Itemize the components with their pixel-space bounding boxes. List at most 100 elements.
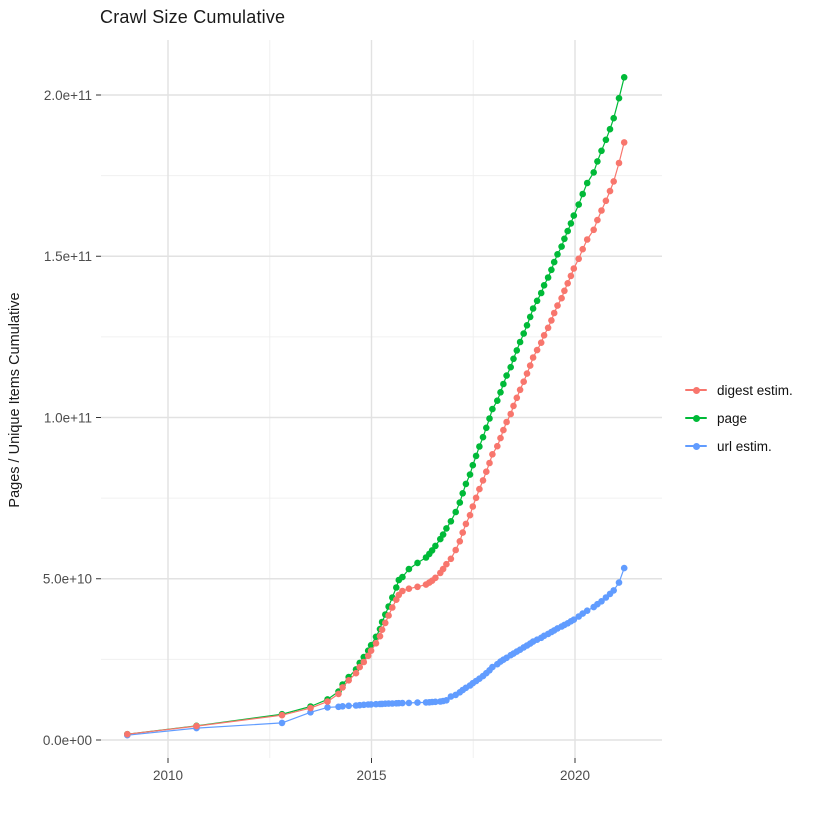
series-point-page bbox=[520, 330, 527, 337]
series-point-digest bbox=[124, 730, 131, 738]
series-point-url bbox=[345, 702, 353, 710]
series-point-digest bbox=[606, 187, 614, 195]
series-point-page bbox=[497, 389, 504, 396]
series-point-digest bbox=[339, 684, 346, 691]
series-point-page bbox=[513, 347, 521, 354]
y-axis-tick-label: 0.0e+00 bbox=[43, 733, 92, 748]
series-point-digest bbox=[307, 704, 314, 712]
series-point-digest bbox=[443, 560, 450, 568]
series-point-digest bbox=[554, 302, 561, 309]
series-point-page bbox=[533, 297, 541, 305]
series-point-page bbox=[523, 322, 531, 329]
series-point-page bbox=[486, 415, 493, 422]
series-point-digest bbox=[602, 197, 610, 205]
series-point-digest bbox=[558, 294, 565, 302]
series-point-page bbox=[469, 461, 477, 469]
series-point-digest bbox=[590, 226, 597, 234]
legend-item: digest estim. bbox=[684, 380, 793, 400]
series-point-url bbox=[414, 699, 421, 706]
series-point-digest bbox=[456, 538, 464, 545]
series-point-page bbox=[579, 190, 586, 198]
series-point-digest bbox=[516, 386, 524, 394]
series-point-page bbox=[526, 313, 534, 321]
series-point-digest bbox=[489, 451, 496, 458]
series-point-url bbox=[443, 697, 450, 704]
series-point-page bbox=[443, 525, 450, 532]
series-point-digest bbox=[389, 604, 396, 611]
series-point-digest bbox=[278, 711, 286, 719]
legend-item-label: page bbox=[717, 410, 748, 426]
series-point-digest bbox=[352, 669, 360, 677]
series-point-page bbox=[476, 443, 483, 450]
series-point-digest bbox=[503, 418, 510, 426]
series-point-digest bbox=[193, 722, 200, 730]
x-axis-tick-label: 2015 bbox=[356, 768, 386, 783]
series-point-digest bbox=[570, 265, 578, 272]
series-point-digest bbox=[469, 503, 477, 510]
series-point-digest bbox=[500, 426, 507, 434]
series-point-digest bbox=[459, 529, 467, 536]
series-point-digest bbox=[533, 346, 541, 354]
legend-key-icon bbox=[684, 439, 708, 453]
series-point-digest bbox=[575, 255, 582, 263]
series-point-digest bbox=[439, 565, 447, 573]
series-point-page bbox=[590, 169, 597, 176]
series-point-page bbox=[554, 251, 561, 258]
series-point-page bbox=[558, 243, 565, 250]
series-point-digest bbox=[550, 309, 558, 317]
series-point-digest bbox=[583, 236, 591, 243]
series-point-page bbox=[598, 147, 605, 155]
series-point-url bbox=[324, 704, 331, 711]
series-point-digest bbox=[385, 612, 392, 619]
series-point-digest bbox=[356, 663, 364, 671]
series-point-page bbox=[610, 114, 617, 122]
series-point-page bbox=[414, 559, 421, 567]
series-point-page bbox=[540, 282, 548, 289]
series-point-digest bbox=[548, 317, 555, 324]
series-point-digest bbox=[483, 468, 490, 476]
series-point-digest bbox=[537, 339, 545, 347]
series-point-page bbox=[432, 542, 439, 550]
legend-key-dot bbox=[692, 414, 700, 422]
y-axis-tick-label: 1.5e+11 bbox=[44, 249, 92, 264]
legend-key-icon bbox=[684, 411, 708, 425]
series-point-digest bbox=[452, 546, 460, 554]
series-point-digest bbox=[520, 378, 527, 386]
series-point-page bbox=[507, 363, 514, 371]
legend-key-dot bbox=[692, 442, 700, 450]
series-point-page bbox=[550, 258, 558, 266]
series-point-page bbox=[548, 266, 555, 274]
series-point-url bbox=[432, 698, 439, 706]
series-point-digest bbox=[345, 677, 353, 684]
series-point-url bbox=[278, 719, 286, 727]
series-point-digest bbox=[497, 434, 504, 442]
series-point-page bbox=[516, 338, 524, 346]
series-line-url bbox=[127, 567, 625, 736]
series-point-digest bbox=[620, 139, 628, 146]
series-point-digest bbox=[513, 394, 521, 402]
series-point-digest bbox=[523, 370, 531, 377]
series-point-url bbox=[570, 616, 578, 623]
legend-key-dot bbox=[692, 386, 700, 394]
series-point-page bbox=[479, 433, 487, 441]
series-point-page bbox=[529, 305, 537, 312]
legend-item-label: digest estim. bbox=[717, 382, 793, 398]
series-point-digest bbox=[462, 520, 470, 528]
series-point-digest bbox=[335, 690, 342, 698]
series-point-digest bbox=[479, 477, 487, 484]
series-point-digest bbox=[486, 459, 493, 467]
series-point-page bbox=[472, 452, 480, 460]
series-point-page bbox=[564, 227, 571, 235]
series-point-url bbox=[620, 564, 628, 572]
series-point-digest bbox=[372, 640, 380, 647]
series-point-url bbox=[405, 699, 413, 707]
series-point-digest bbox=[507, 410, 514, 418]
series-point-digest bbox=[367, 647, 375, 654]
series-point-digest bbox=[615, 159, 623, 167]
series-point-page bbox=[537, 289, 545, 297]
series-point-digest bbox=[561, 287, 568, 295]
series-point-page bbox=[489, 405, 496, 413]
series-point-page bbox=[447, 518, 455, 525]
